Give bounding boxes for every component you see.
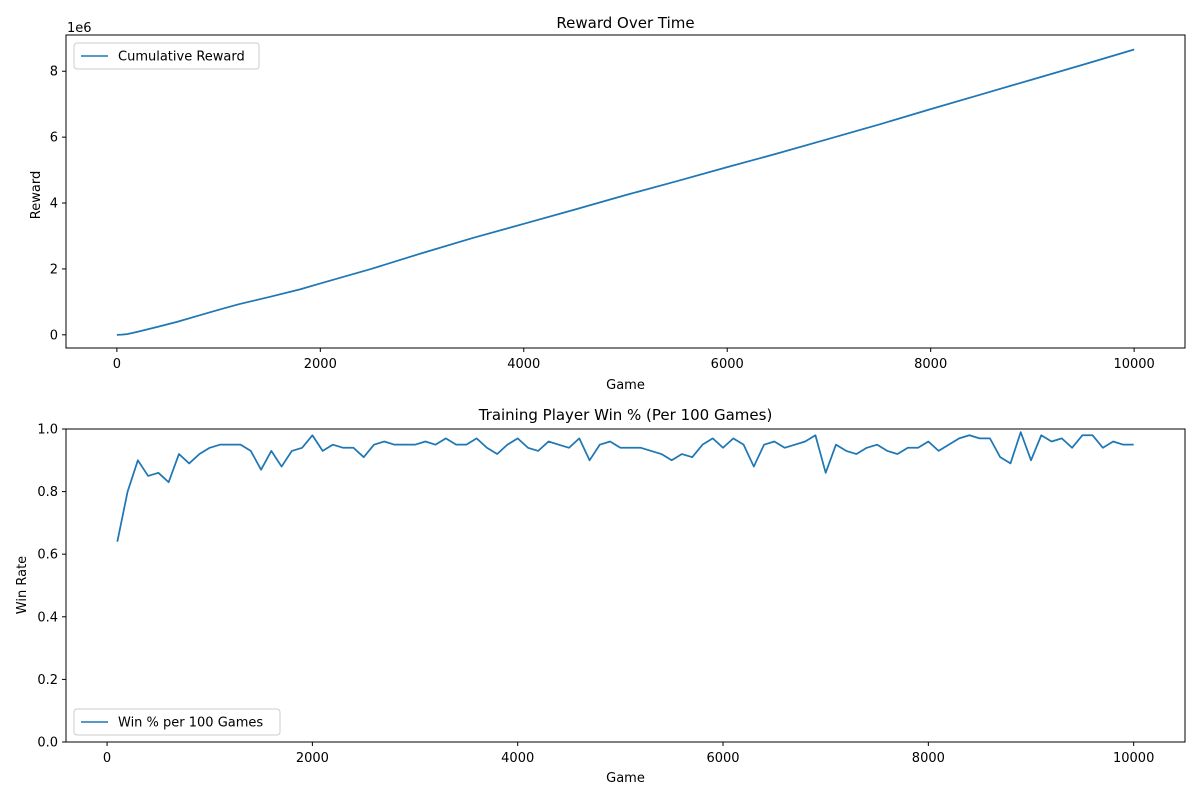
x-tick-label: 4000 (501, 751, 534, 766)
legend-label: Win % per 100 Games (118, 716, 263, 731)
legend-label: Cumulative Reward (118, 50, 245, 65)
x-tick-label: 10000 (1113, 357, 1154, 372)
legend: Win % per 100 Games (73, 708, 281, 736)
legend: Cumulative Reward (73, 42, 260, 70)
series-line-0 (116, 48, 1135, 336)
y-tick-label: 6 (50, 131, 58, 146)
chart-title: Reward Over Time (556, 14, 694, 32)
y-tick-label: 0.0 (37, 736, 58, 751)
x-axis-label: Game (606, 378, 645, 393)
y-tick-label: 0.6 (37, 548, 58, 563)
x-tick-label: 2000 (296, 751, 329, 766)
x-tick-label: 10000 (1113, 751, 1154, 766)
plot-area: 0 2000 4000 6000 8000 10000 0.0 0.2 0.4 0.6 0.8 1.0 (37, 423, 1186, 766)
x-tick-label: 4000 (507, 357, 540, 372)
y-tick-label: 4 (50, 197, 58, 212)
x-tick-label: 8000 (914, 357, 947, 372)
y-axis-offset-label: 1e6 (67, 21, 92, 36)
y-tick-label: 0.8 (37, 485, 58, 500)
plot-area: 0 2000 4000 6000 8000 10000 0 2 4 6 8 (50, 34, 1186, 372)
x-tick-label: 6000 (706, 751, 739, 766)
axes-frame (65, 34, 1186, 349)
legend-frame (73, 708, 281, 736)
x-tick-label: 2000 (304, 357, 337, 372)
y-axis-label: Reward (29, 171, 44, 219)
axes-frame (65, 428, 1186, 743)
x-tick-label: 6000 (711, 357, 744, 372)
x-tick-label: 0 (113, 357, 121, 372)
y-tick-label: 0.4 (37, 610, 58, 625)
y-axis-label: Win Rate (15, 556, 30, 614)
chart-title: Training Player Win % (Per 100 Games) (478, 406, 773, 424)
y-tick-label: 8 (50, 65, 58, 80)
x-axis-label: Game (606, 771, 645, 786)
y-tick-label: 0.2 (37, 673, 58, 688)
series-line-0 (116, 431, 1134, 542)
y-tick-label: 0 (50, 328, 58, 343)
x-tick-label: 0 (103, 751, 111, 766)
y-tick-label: 2 (50, 262, 58, 277)
win-rate-chart: Training Player Win % (Per 100 Games) Ga… (15, 406, 1186, 786)
legend-frame (73, 42, 260, 70)
y-tick-label: 1.0 (37, 423, 58, 438)
reward-over-time-chart: Reward Over Time Game Reward 1e6 0 2000 40… (29, 14, 1186, 393)
x-tick-label: 8000 (912, 751, 945, 766)
